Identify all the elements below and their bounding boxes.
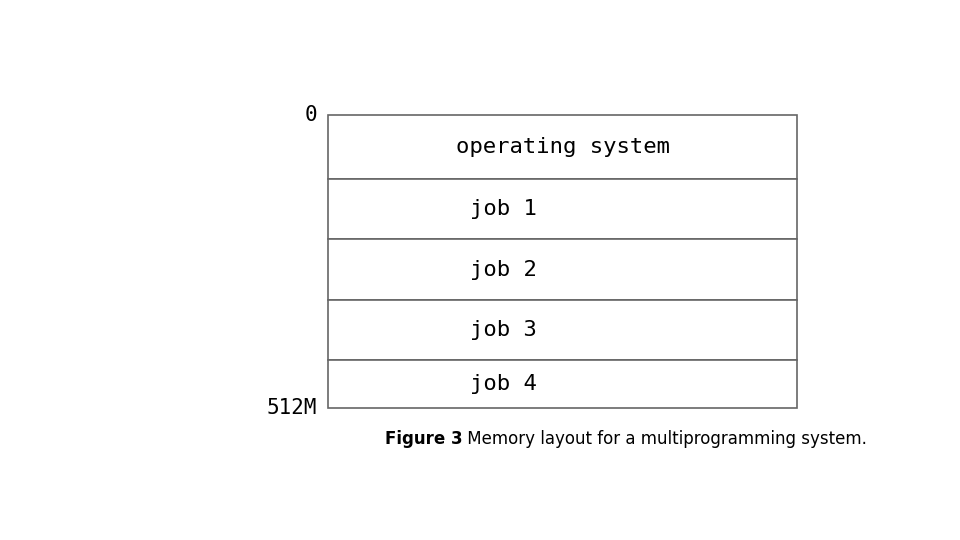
Bar [328,360,797,408]
Bar [328,300,797,360]
Text: Memory layout for a multiprogramming system.: Memory layout for a multiprogramming sys… [463,430,867,448]
Bar [328,239,797,300]
Text: 0: 0 [304,105,317,125]
Text: Figure 3: Figure 3 [385,430,463,448]
Text: job 4: job 4 [469,374,537,394]
Text: job 1: job 1 [469,199,537,219]
Text: job 3: job 3 [469,320,537,340]
Bar [328,179,797,239]
Bar [328,114,797,179]
Text: operating system: operating system [456,137,670,157]
Text: job 2: job 2 [469,260,537,280]
Text: 512M: 512M [267,398,317,418]
